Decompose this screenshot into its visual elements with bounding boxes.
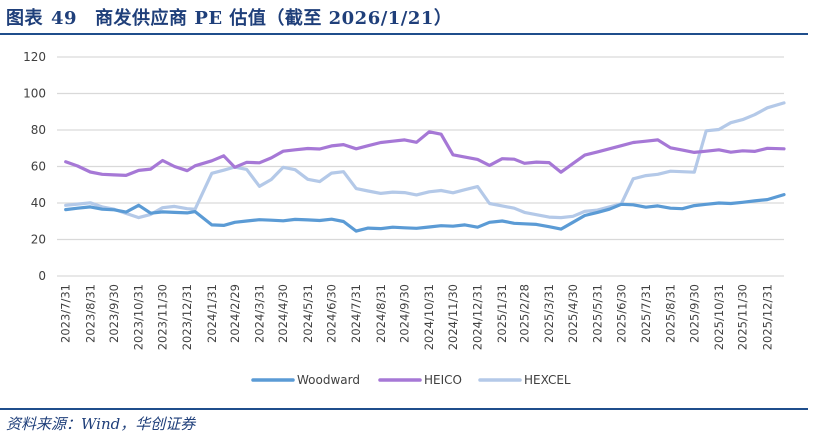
y-tick-label: 0	[38, 269, 46, 283]
x-tick-label: 2025/6/30	[614, 284, 628, 343]
footer-rule	[0, 408, 808, 410]
gridlines	[57, 56, 784, 277]
legend-label: Woodward	[297, 373, 360, 387]
x-tick-label: 2024/11/30	[446, 284, 460, 350]
figure-title-text: 商发供应商 PE 估值（截至 2026/1/21）	[95, 8, 453, 29]
x-tick-label: 2024/5/31	[301, 284, 315, 343]
y-tick-label: 60	[31, 160, 46, 174]
series-line-woodward	[64, 193, 786, 233]
series-line-heico	[64, 130, 786, 177]
x-tick-label: 2025/12/31	[760, 284, 774, 350]
x-tick-label: 2025/1/31	[495, 284, 509, 343]
x-tick-label: 2025/9/30	[687, 284, 701, 343]
x-tick-label: 2025/8/31	[664, 284, 678, 343]
x-tick-label: 2024/2/29	[228, 284, 242, 343]
x-tick-label: 2024/10/31	[422, 284, 436, 350]
x-tick-label: 2024/3/31	[252, 284, 266, 343]
y-tick-label: 80	[31, 123, 46, 137]
y-axis-ticks: 0 20 40 60 80 100 120	[23, 50, 46, 283]
y-tick-label: 120	[23, 50, 46, 64]
x-tick-label: 2023/10/31	[132, 284, 146, 350]
header-rule	[0, 33, 808, 35]
x-axis-ticks: 2023/7/31 2023/8/31 2023/9/30 2023/10/31 202…	[59, 284, 775, 350]
x-tick-label: 2025/2/28	[517, 284, 531, 343]
figure-label: 图表	[6, 8, 43, 29]
legend-item-heico: HEICO	[378, 373, 462, 387]
x-tick-label: 2025/4/30	[566, 284, 580, 343]
x-tick-label: 2025/11/30	[736, 284, 750, 350]
figure-number: 49	[51, 8, 78, 29]
x-tick-label: 2023/12/31	[180, 284, 194, 350]
x-tick-label: 2024/6/30	[325, 284, 339, 343]
x-tick-label: 2024/9/30	[398, 284, 412, 343]
legend-item-hexcel: HEXCEL	[478, 373, 571, 387]
x-tick-label: 2024/7/31	[349, 284, 363, 343]
figure-title: 图表 49 商发供应商 PE 估值（截至 2026/1/21）	[6, 4, 452, 30]
x-tick-label: 2023/11/30	[156, 284, 170, 350]
series-lines	[64, 101, 786, 233]
x-tick-label: 2025/7/31	[639, 284, 653, 343]
y-tick-label: 20	[31, 233, 46, 247]
chart-legend: Woodward HEICO HEXCEL	[251, 373, 571, 387]
x-tick-label: 2024/1/31	[205, 284, 219, 343]
legend-label: HEXCEL	[524, 373, 571, 387]
x-tick-label: 2023/9/30	[107, 284, 121, 343]
x-tick-label: 2024/12/31	[471, 284, 485, 350]
x-tick-label: 2025/5/31	[590, 284, 604, 343]
x-tick-label: 2023/8/31	[83, 284, 97, 343]
pe-line-chart: 0 20 40 60 80 100 120 2023/7/31 2023/8/31 2023/9…	[23, 50, 786, 387]
legend-item-woodward: Woodward	[251, 373, 360, 387]
x-tick-label: 2024/4/30	[276, 284, 290, 343]
x-tick-label: 2025/10/31	[712, 284, 726, 350]
y-tick-label: 100	[23, 87, 46, 101]
series-line-hexcel	[64, 101, 786, 220]
source-note: 资料来源：Wind，华创证券	[6, 415, 196, 433]
x-tick-label: 2023/7/31	[59, 284, 73, 343]
x-tick-label: 2025/3/31	[542, 284, 556, 343]
legend-label: HEICO	[424, 373, 462, 387]
y-tick-label: 40	[31, 196, 46, 210]
x-tick-label: 2024/8/31	[374, 284, 388, 343]
